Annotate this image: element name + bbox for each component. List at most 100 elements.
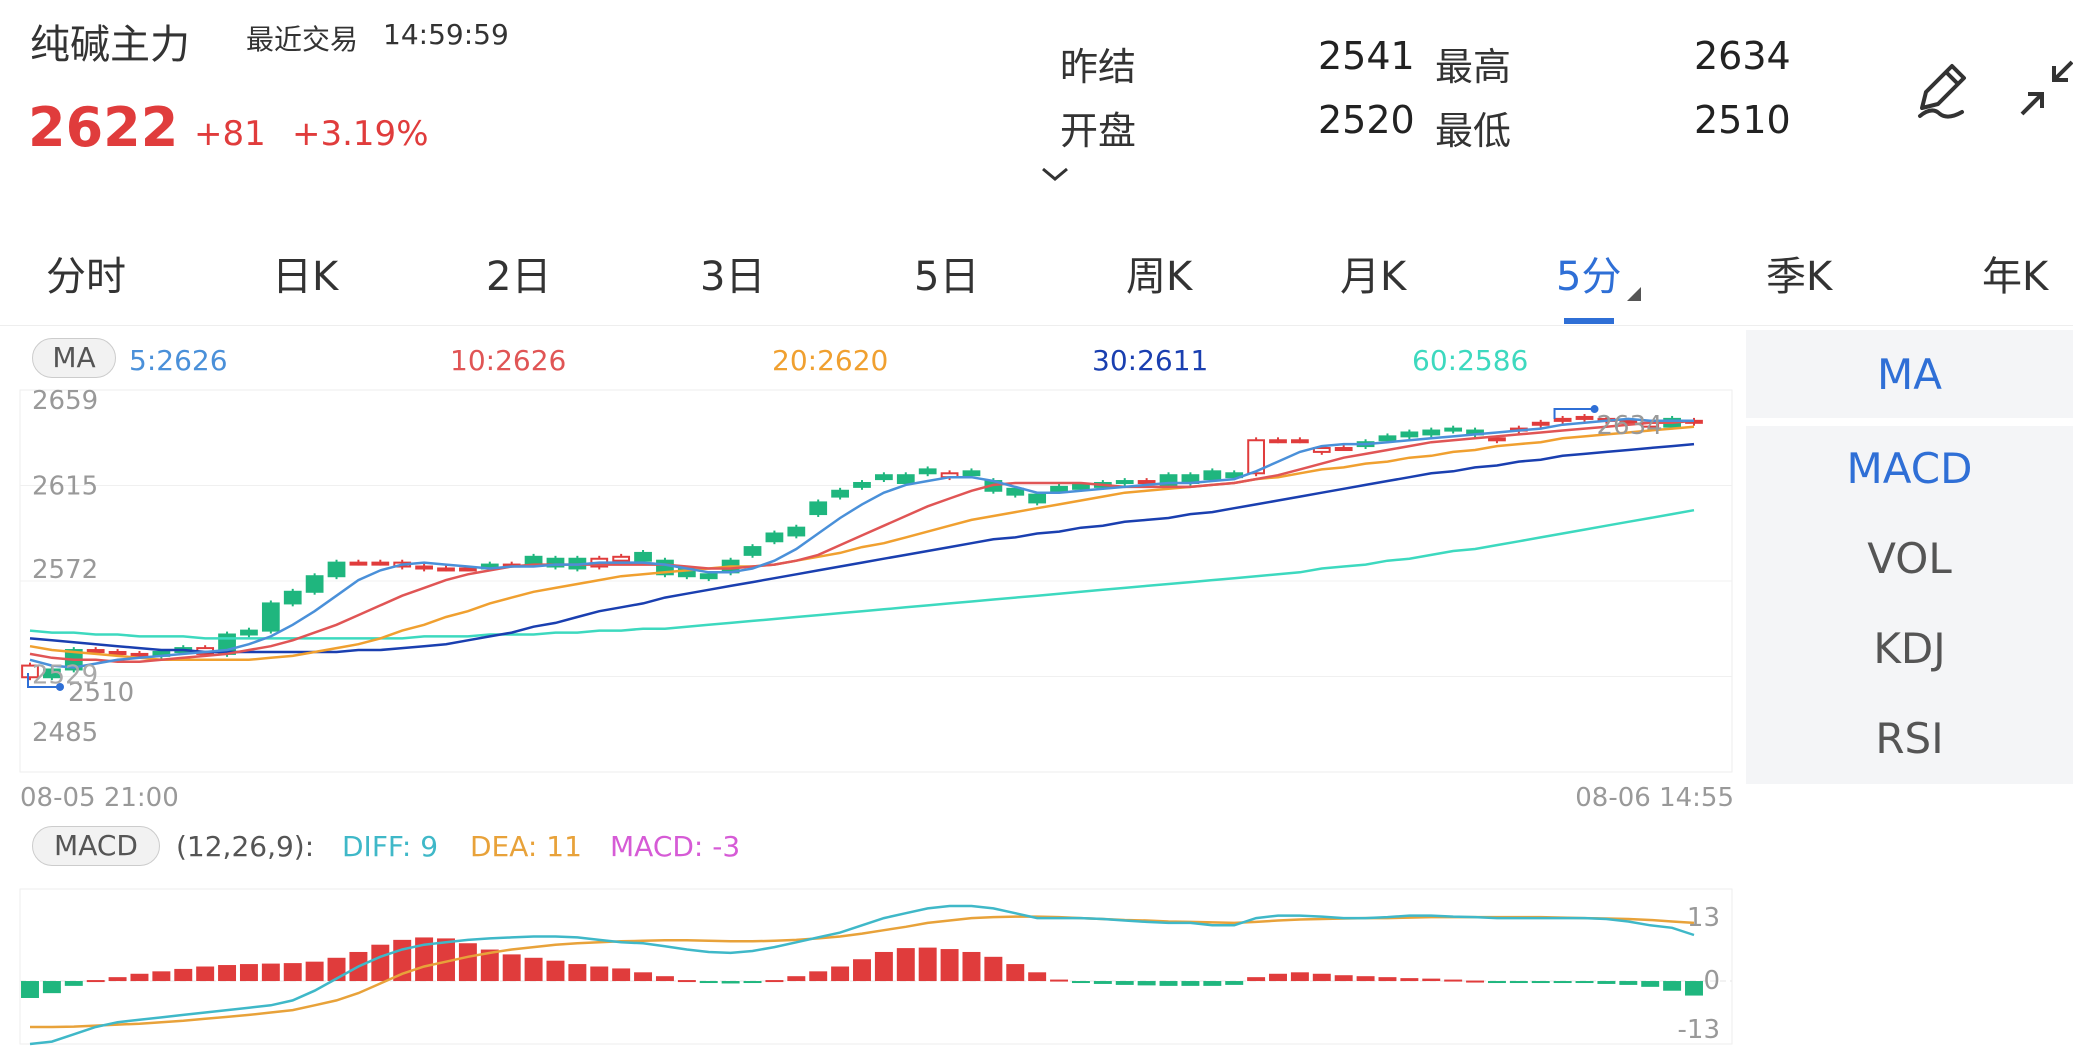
macd-bar (1400, 978, 1419, 982)
candle (875, 474, 893, 481)
candle (1575, 415, 1594, 420)
period-tabs: 分时 日K 2日 3日 5日 周K 月K 5分 季K 年K (0, 220, 2073, 325)
candle (1400, 431, 1419, 438)
macd-bar (261, 963, 280, 982)
active-tab-indicator (1564, 318, 1614, 324)
macd-bar (196, 966, 215, 982)
macd-y-tick-label: 0 (1703, 966, 1720, 996)
macd-bar (305, 961, 324, 982)
candle (809, 501, 828, 516)
macd-bar (86, 980, 105, 983)
pen-edit-icon[interactable] (1912, 56, 1972, 126)
high-value: 2634 (1694, 34, 1791, 78)
tab-weekly-k[interactable]: 周K (1126, 254, 1193, 300)
tab-quarterly-k[interactable]: 季K (1766, 254, 1833, 300)
macd-y-tick-label: -13 (1678, 1015, 1720, 1045)
diff-value: DIFF: 9 (342, 830, 439, 863)
macd-bar (1378, 977, 1397, 982)
main-indicator-box (1746, 330, 2073, 418)
candle (1378, 435, 1397, 442)
indicator-kdj[interactable]: KDJ (1873, 624, 1946, 673)
macd-frame (19, 888, 1733, 1045)
macd-bar (218, 965, 237, 982)
chevron-down-icon[interactable] (1040, 164, 1070, 188)
macd-bar (458, 943, 477, 982)
tab-yearly-k[interactable]: 年K (1982, 254, 2049, 300)
low-marker-line (27, 672, 60, 688)
macd-bar (1006, 964, 1025, 982)
macd-bar (1137, 981, 1156, 986)
macd-bar (1334, 975, 1353, 982)
macd-bar (1663, 981, 1682, 991)
macd-bar (1466, 980, 1485, 983)
candle (327, 561, 346, 578)
tab-2day[interactable]: 2日 (486, 254, 552, 300)
indicator-rsi[interactable]: RSI (1875, 714, 1944, 763)
candle (43, 668, 61, 679)
candle (831, 489, 849, 498)
macd-bar (962, 951, 981, 982)
x-start-label: 08-05 21:00 (20, 783, 179, 813)
recent-trade-time: 14:59:59 (383, 18, 509, 51)
macd-bar (787, 976, 806, 982)
macd-bar (1115, 981, 1134, 985)
candle (743, 546, 762, 556)
macd-bar (1247, 977, 1266, 982)
overlap-price-label: 2529 (32, 660, 98, 690)
macd-bar (743, 981, 762, 984)
macd-bar (677, 980, 696, 983)
macd-bar (524, 957, 543, 982)
macd-bar (874, 951, 893, 982)
tab-5min[interactable]: 5分 (1556, 254, 1622, 300)
indicator-macd[interactable]: MACD (1846, 444, 1973, 493)
candle (1269, 439, 1287, 444)
candle (1247, 439, 1265, 475)
macd-params: (12,26,9): (176, 830, 315, 863)
shrink-arrows-icon[interactable] (2016, 56, 2073, 126)
ma20-value: 20:2620 (772, 344, 889, 377)
tab-timeshare[interactable]: 分时 (46, 254, 126, 300)
indicator-ma[interactable]: MA (1877, 350, 1942, 399)
macd-bar (853, 959, 871, 982)
y-tick-label: 2572 (32, 555, 98, 585)
candle (612, 555, 631, 562)
macd-bar (21, 981, 39, 998)
tab-daily-k[interactable]: 日K (272, 254, 339, 300)
macd-bar (1597, 981, 1616, 984)
candle (130, 652, 149, 657)
macd-bar (568, 964, 587, 982)
macd-bar (1422, 978, 1441, 982)
macd-bar (896, 948, 915, 982)
macd-bar (831, 966, 850, 982)
macd-bar (1531, 981, 1550, 984)
macd-bar (1685, 981, 1703, 996)
prev-settle-label: 昨结 (1060, 45, 1137, 89)
macd-bar (984, 956, 1003, 982)
macd-bar (1575, 981, 1594, 984)
macd-bar (64, 981, 83, 986)
ma10-value: 10:2626 (450, 344, 567, 377)
macd-bar (108, 977, 127, 982)
macd-bar (634, 972, 653, 982)
candle (1006, 487, 1025, 496)
candle (1291, 439, 1309, 444)
tab-monthly-k[interactable]: 月K (1340, 254, 1407, 300)
indicator-vol[interactable]: VOL (1867, 534, 1952, 583)
candle (634, 551, 652, 562)
macd-bar (1050, 979, 1069, 982)
quote-header: 纯碱主力 最近交易 14:59:59 2622 +81 +3.19% 昨结 25… (0, 0, 2073, 215)
macd-chart[interactable]: 13 0 -13 (0, 880, 1746, 1057)
low-marker-dot (56, 682, 64, 691)
candle (546, 557, 565, 568)
tab-5day[interactable]: 5日 (914, 254, 980, 300)
tab-3day[interactable]: 3日 (700, 254, 766, 300)
candle (699, 573, 718, 580)
macd-pill[interactable]: MACD (32, 826, 160, 866)
macd-bar (1203, 981, 1222, 986)
candle (371, 561, 390, 566)
ma-pill[interactable]: MA (32, 338, 116, 378)
ma60-value: 60:2586 (1412, 344, 1529, 377)
high-price-label: 2634 (1597, 411, 1663, 441)
macd-bar (152, 971, 171, 982)
